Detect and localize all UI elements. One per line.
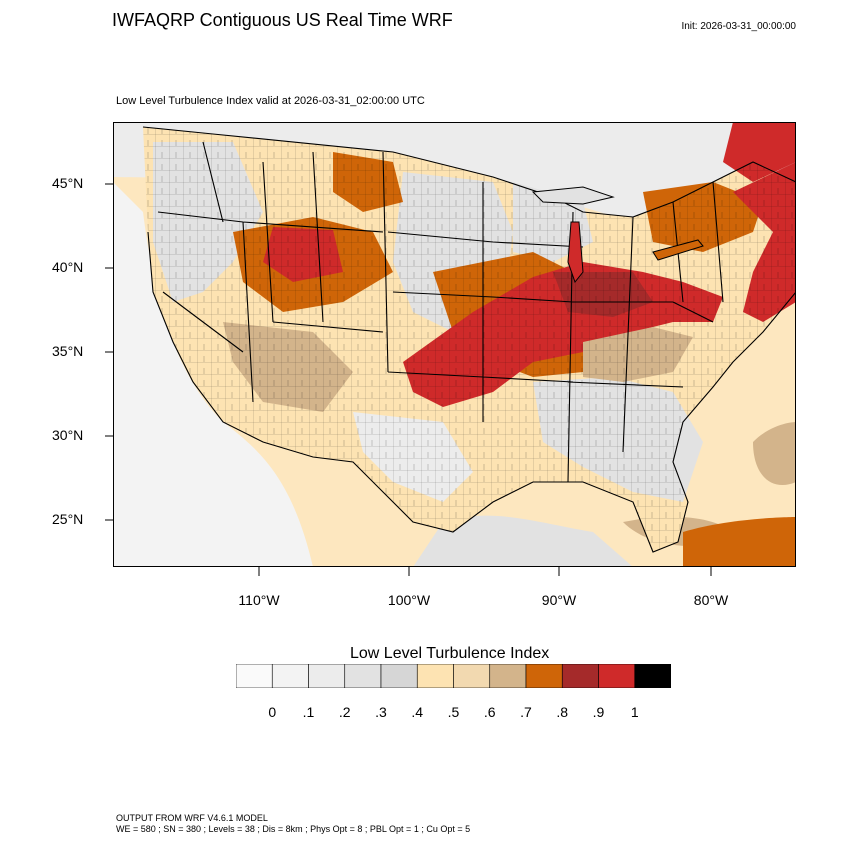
- footer-model-line: OUTPUT FROM WRF V4.6.1 MODEL: [116, 813, 268, 823]
- colorbar-tick-label: .7: [520, 704, 532, 720]
- lat-label-30: 30°N: [52, 427, 84, 443]
- colorbar-tick-label: 1: [630, 704, 639, 720]
- colorbar-tick-label: .3: [375, 704, 387, 720]
- lake-erie: [652, 239, 704, 261]
- colorbar-tick-label: 0: [268, 704, 277, 720]
- colorbar-swatch: [271, 664, 309, 688]
- colorbar-tick-label: .5: [447, 704, 460, 720]
- colorbar-swatch: [344, 664, 382, 688]
- colorbar-swatch: [525, 664, 563, 688]
- lon-label-100: 100°W: [387, 592, 431, 608]
- atlantic-orange: [683, 517, 796, 567]
- colorbar-swatch: [634, 664, 671, 688]
- colorbar-swatch: [598, 664, 636, 688]
- lat-label-35: 35°N: [52, 343, 84, 359]
- colorbar-swatch: [561, 664, 599, 688]
- colorbar-swatch: [308, 664, 346, 688]
- map-frame: [113, 122, 796, 567]
- colorbar-tick-label: .2: [338, 704, 351, 720]
- main-title: IWFAQRP Contiguous US Real Time WRF: [112, 10, 453, 30]
- state-boundaries: [142, 126, 796, 553]
- new-england-red: [723, 122, 796, 182]
- colorbar-tick-label: .4: [411, 704, 424, 720]
- colorbar: [236, 664, 671, 688]
- footer-config-line: WE = 580 ; SN = 380 ; Levels = 38 ; Dis …: [116, 824, 471, 834]
- atlantic-tan: [753, 422, 796, 486]
- lon-label-90: 90°W: [541, 592, 577, 608]
- lon-label-110: 110°W: [238, 592, 280, 608]
- colorbar-swatch: [380, 664, 418, 688]
- gulf-grey-band: [413, 515, 633, 567]
- turbulence-map: [113, 122, 796, 567]
- colorbar-swatch: [489, 664, 527, 688]
- colorbar-swatch: [236, 664, 273, 688]
- init-time-label: Init: 2026-03-31_00:00:00: [681, 21, 796, 32]
- pacific-ocean: [113, 182, 313, 567]
- colorbar-tick-label: .8: [556, 704, 569, 720]
- colorbar-tick-label: .9: [592, 704, 605, 720]
- colorbar-title: Low Level Turbulence Index: [350, 645, 550, 662]
- colorbar-tick-label: .1: [302, 704, 315, 720]
- colorbar-swatch: [416, 664, 454, 688]
- lat-label-40: 40°N: [52, 259, 84, 275]
- lat-label-45: 45°N: [52, 175, 84, 191]
- lon-label-80: 80°W: [693, 592, 729, 608]
- colorbar-tick-label: .6: [483, 704, 496, 720]
- map-subtitle: Low Level Turbulence Index valid at 2026…: [116, 95, 425, 107]
- lake-michigan: [567, 221, 584, 284]
- lat-label-25: 25°N: [52, 511, 84, 527]
- lake-superior: [531, 186, 615, 205]
- colorbar-swatch: [453, 664, 491, 688]
